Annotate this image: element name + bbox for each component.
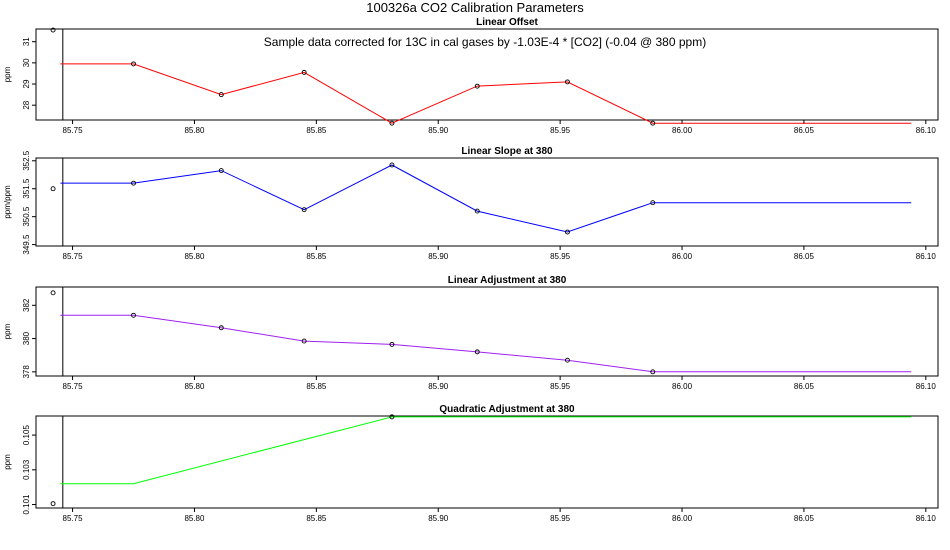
figure-title: 100326a CO2 Calibration Parameters: [366, 0, 584, 15]
x-tick-label: 85.90: [428, 514, 449, 523]
data-point: [389, 162, 395, 168]
x-tick-label: 86.10: [916, 514, 937, 523]
data-point: [650, 369, 656, 375]
x-tick-label: 85.75: [63, 514, 84, 523]
y-tick-label: 30: [22, 58, 31, 67]
outlier-point: [50, 27, 56, 33]
data-point: [301, 69, 307, 75]
y-axis-label: ppm: [3, 323, 12, 339]
x-tick-label: 85.95: [550, 252, 571, 261]
data-point: [131, 312, 136, 318]
data-point: [474, 208, 480, 214]
y-tick-label: 380: [22, 331, 31, 345]
y-axis-label: ppm/ppm: [3, 185, 12, 219]
x-tick-label: 85.75: [63, 252, 84, 261]
x-tick-label: 85.95: [550, 126, 571, 135]
data-point: [564, 79, 570, 85]
x-tick-label: 86.00: [672, 382, 693, 391]
data-point: [474, 349, 480, 355]
y-tick-label: 0.103: [22, 459, 31, 480]
y-axis-label: ppm: [3, 66, 12, 82]
data-point: [474, 83, 480, 89]
plot-frame: [35, 157, 939, 247]
y-tick-label: 349.5: [22, 234, 31, 255]
outlier-point: [50, 290, 56, 296]
y-tick-label: 350.5: [22, 206, 31, 227]
panel-title: Quadratic Adjustment at 380: [439, 404, 575, 415]
x-tick-label: 85.80: [184, 514, 205, 523]
x-tick-label: 85.85: [306, 382, 327, 391]
panel-title: Linear Adjustment at 380: [448, 275, 567, 286]
x-tick-label: 86.10: [916, 252, 937, 261]
y-tick-label: 0.105: [22, 425, 31, 446]
x-tick-label: 86.00: [672, 252, 693, 261]
data-point: [131, 61, 136, 67]
y-axis-label: ppm: [3, 454, 12, 470]
x-tick-label: 86.05: [794, 126, 815, 135]
x-tick-label: 85.95: [550, 382, 571, 391]
x-tick-label: 85.95: [550, 514, 571, 523]
data-point: [564, 357, 570, 363]
data-point: [301, 338, 307, 344]
x-tick-label: 85.80: [184, 252, 205, 261]
x-tick-label: 85.90: [428, 382, 449, 391]
series-line: [60, 314, 912, 373]
y-tick-label: 351.5: [22, 178, 31, 199]
x-tick-label: 86.10: [916, 126, 937, 135]
outlier-point: [50, 186, 56, 192]
x-tick-label: 86.00: [672, 126, 693, 135]
data-point: [389, 414, 395, 420]
data-point: [389, 341, 395, 347]
y-tick-label: 378: [22, 365, 31, 379]
correction-annotation: Sample data corrected for 13C in cal gas…: [264, 35, 706, 49]
x-tick-label: 86.05: [794, 382, 815, 391]
data-point: [650, 120, 656, 126]
data-point: [131, 180, 136, 186]
x-tick-label: 85.80: [184, 382, 205, 391]
y-tick-label: 29: [22, 79, 31, 88]
y-tick-label: 382: [22, 298, 31, 312]
x-tick-label: 86.10: [916, 382, 937, 391]
data-point: [564, 229, 570, 235]
x-tick-label: 86.05: [794, 252, 815, 261]
series-line: [60, 164, 912, 233]
data-point: [389, 120, 395, 126]
outlier-point: [50, 501, 56, 507]
data-point: [218, 325, 224, 331]
series-line: [60, 416, 912, 485]
x-tick-label: 85.85: [306, 514, 327, 523]
x-tick-label: 86.05: [794, 514, 815, 523]
panel-title: Linear Slope at 380: [461, 146, 553, 157]
plot-frame: [35, 28, 939, 121]
series-line: [60, 63, 912, 124]
x-tick-label: 85.80: [184, 126, 205, 135]
x-tick-label: 85.75: [63, 382, 84, 391]
chart-panel-1: Linear Offset 85.75 85.80 85.85 85.90 85.95 86…: [3, 17, 939, 135]
data-point: [218, 92, 224, 98]
y-tick-label: 28: [22, 100, 31, 109]
chart-panel-3: Linear Adjustment at 380 85.75 85.80 85.85 8…: [3, 275, 939, 391]
x-tick-label: 85.90: [428, 252, 449, 261]
chart-panel-2: Linear Slope at 380 85.75 85.80 85.85 85.90 8…: [3, 146, 939, 261]
x-tick-label: 85.90: [428, 126, 449, 135]
y-tick-label: 352.5: [22, 150, 31, 171]
data-point: [218, 168, 224, 174]
chart-panels: Linear Offset 85.75 85.80 85.85 85.90 85.95 86…: [3, 17, 939, 523]
x-tick-label: 85.75: [63, 126, 84, 135]
x-tick-label: 86.00: [672, 514, 693, 523]
x-tick-label: 85.85: [306, 252, 327, 261]
y-tick-label: 0.101: [22, 494, 31, 515]
y-tick-label: 31: [22, 37, 31, 46]
plot-frame: [35, 286, 939, 377]
data-point: [301, 207, 307, 213]
data-point: [650, 200, 656, 206]
x-tick-label: 85.85: [306, 126, 327, 135]
chart-panel-4: Quadratic Adjustment at 380 85.75 85.80 85.…: [3, 404, 939, 523]
plot-frame: [35, 415, 939, 509]
panel-title: Linear Offset: [476, 17, 538, 28]
